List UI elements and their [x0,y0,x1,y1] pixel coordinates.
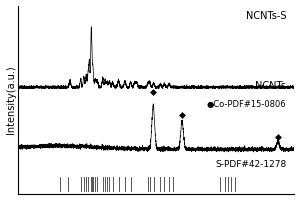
Y-axis label: Intensity(a.u.): Intensity(a.u.) [6,66,16,134]
Text: NCNTs-S: NCNTs-S [246,11,286,21]
Text: S-PDF#42-1278: S-PDF#42-1278 [215,160,286,169]
Text: ●Co-PDF#15-0806: ●Co-PDF#15-0806 [206,100,286,109]
Text: NCNTs: NCNTs [255,81,286,91]
